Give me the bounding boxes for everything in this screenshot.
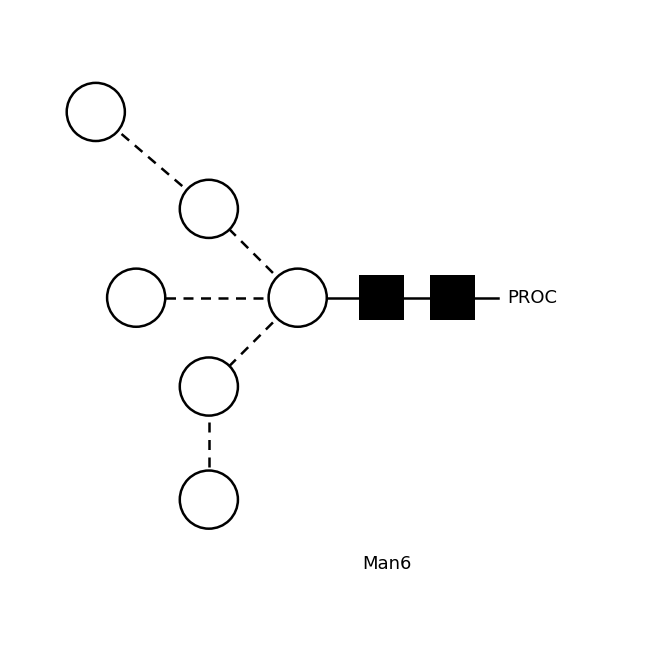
Text: Man6: Man6	[362, 555, 411, 574]
Circle shape	[67, 83, 125, 141]
Circle shape	[180, 358, 238, 416]
Circle shape	[269, 269, 327, 327]
Bar	[359, 275, 405, 320]
Circle shape	[107, 269, 165, 327]
Bar	[430, 275, 475, 320]
Circle shape	[180, 180, 238, 238]
Circle shape	[180, 471, 238, 529]
Text: PROC: PROC	[508, 288, 558, 307]
